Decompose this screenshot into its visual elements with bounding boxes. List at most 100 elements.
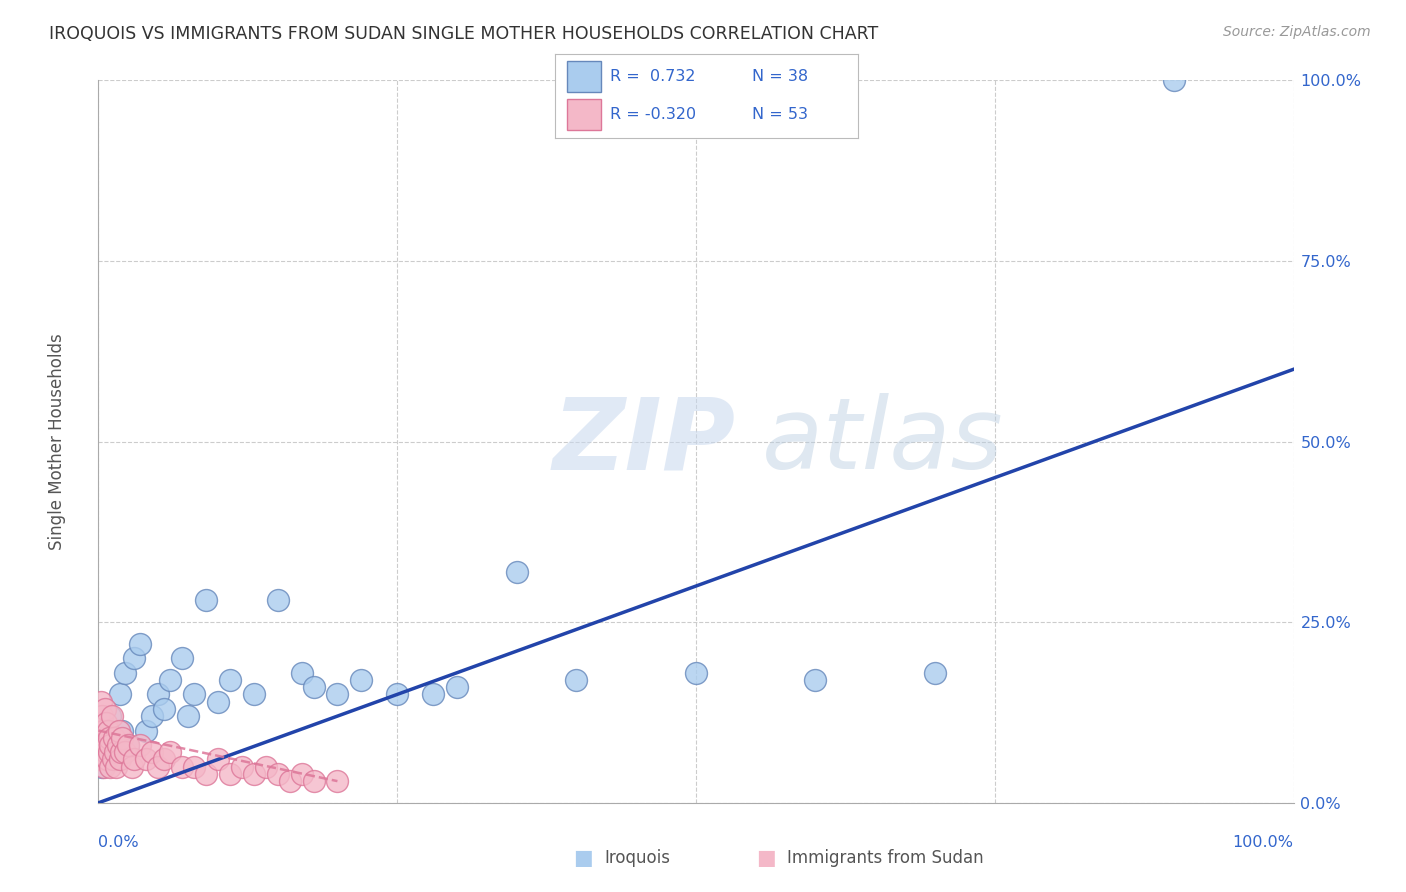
Point (243, 687, 266, 701)
Text: 100.0%: 100.0% (1233, 835, 1294, 850)
Point (207, 752, 229, 766)
Point (107, 738, 129, 752)
Point (101, 752, 124, 766)
Point (91, 738, 114, 752)
Point (153, 702, 176, 716)
Point (93, 745, 115, 759)
Point (254, 760, 277, 774)
Point (350, 673, 373, 687)
Point (108, 752, 131, 766)
Point (96, 752, 118, 766)
Point (195, 767, 218, 781)
Point (141, 709, 163, 723)
Point (98, 738, 122, 752)
Point (87, 709, 110, 723)
Point (1163, 73, 1185, 87)
Point (117, 738, 139, 752)
Point (326, 687, 349, 701)
Text: Iroquois: Iroquois (605, 849, 671, 867)
Text: N = 38: N = 38 (752, 69, 808, 84)
Text: Single Mother Households: Single Mother Households (48, 334, 66, 549)
Point (207, 695, 229, 709)
Point (565, 673, 588, 687)
Text: N = 53: N = 53 (752, 107, 808, 122)
Point (93, 731, 115, 745)
Point (183, 687, 205, 701)
Point (219, 767, 242, 781)
Point (135, 752, 157, 766)
Text: atlas: atlas (762, 393, 1004, 490)
Point (121, 760, 143, 774)
Point (96, 716, 118, 731)
Point (183, 760, 205, 774)
Point (177, 709, 200, 723)
Point (172, 760, 194, 774)
Point (108, 687, 131, 701)
Point (100, 709, 122, 723)
Point (97, 738, 120, 752)
Point (267, 767, 290, 781)
Point (93, 760, 115, 774)
Point (172, 651, 194, 665)
Point (159, 673, 181, 687)
Point (96, 738, 118, 752)
Point (90, 752, 112, 766)
Point (129, 738, 152, 752)
Point (804, 673, 827, 687)
Point (291, 665, 314, 680)
Point (267, 593, 290, 607)
Point (302, 680, 325, 694)
Point (385, 687, 409, 701)
Point (159, 745, 181, 759)
Point (111, 731, 134, 745)
Point (141, 745, 163, 759)
Point (506, 565, 529, 579)
Point (278, 774, 301, 789)
Point (105, 752, 128, 766)
Point (446, 680, 468, 694)
FancyBboxPatch shape (568, 62, 600, 92)
Point (291, 767, 314, 781)
Text: R = -0.320: R = -0.320 (610, 107, 696, 122)
Point (107, 723, 129, 738)
Point (94, 745, 117, 759)
Point (231, 760, 253, 774)
Point (195, 593, 218, 607)
Point (97, 745, 120, 759)
FancyBboxPatch shape (568, 99, 600, 130)
Text: ZIP: ZIP (553, 393, 735, 490)
Point (148, 687, 170, 701)
Point (135, 723, 157, 738)
Point (326, 774, 349, 789)
Point (243, 767, 266, 781)
Point (124, 752, 146, 766)
Point (117, 738, 139, 752)
Point (103, 731, 125, 745)
Point (101, 745, 124, 759)
Text: 0.0%: 0.0% (98, 835, 139, 850)
Point (98, 760, 121, 774)
Point (98, 731, 121, 745)
Point (90, 695, 112, 709)
Text: R =  0.732: R = 0.732 (610, 69, 696, 84)
Point (219, 673, 242, 687)
Point (110, 745, 132, 759)
Point (104, 745, 127, 759)
Point (97, 723, 120, 738)
Point (124, 651, 146, 665)
Point (685, 665, 707, 680)
Text: Source: ZipAtlas.com: Source: ZipAtlas.com (1223, 25, 1371, 39)
Point (98, 709, 122, 723)
Point (114, 665, 136, 680)
Point (111, 723, 134, 738)
Point (302, 774, 325, 789)
Point (148, 760, 170, 774)
Point (94, 702, 117, 716)
Point (153, 752, 176, 766)
Point (129, 637, 152, 651)
Text: Immigrants from Sudan: Immigrants from Sudan (787, 849, 984, 867)
Point (91, 709, 114, 723)
Point (89, 723, 111, 738)
Text: ■: ■ (756, 848, 776, 868)
Text: IROQUOIS VS IMMIGRANTS FROM SUDAN SINGLE MOTHER HOUSEHOLDS CORRELATION CHART: IROQUOIS VS IMMIGRANTS FROM SUDAN SINGLE… (49, 25, 879, 43)
